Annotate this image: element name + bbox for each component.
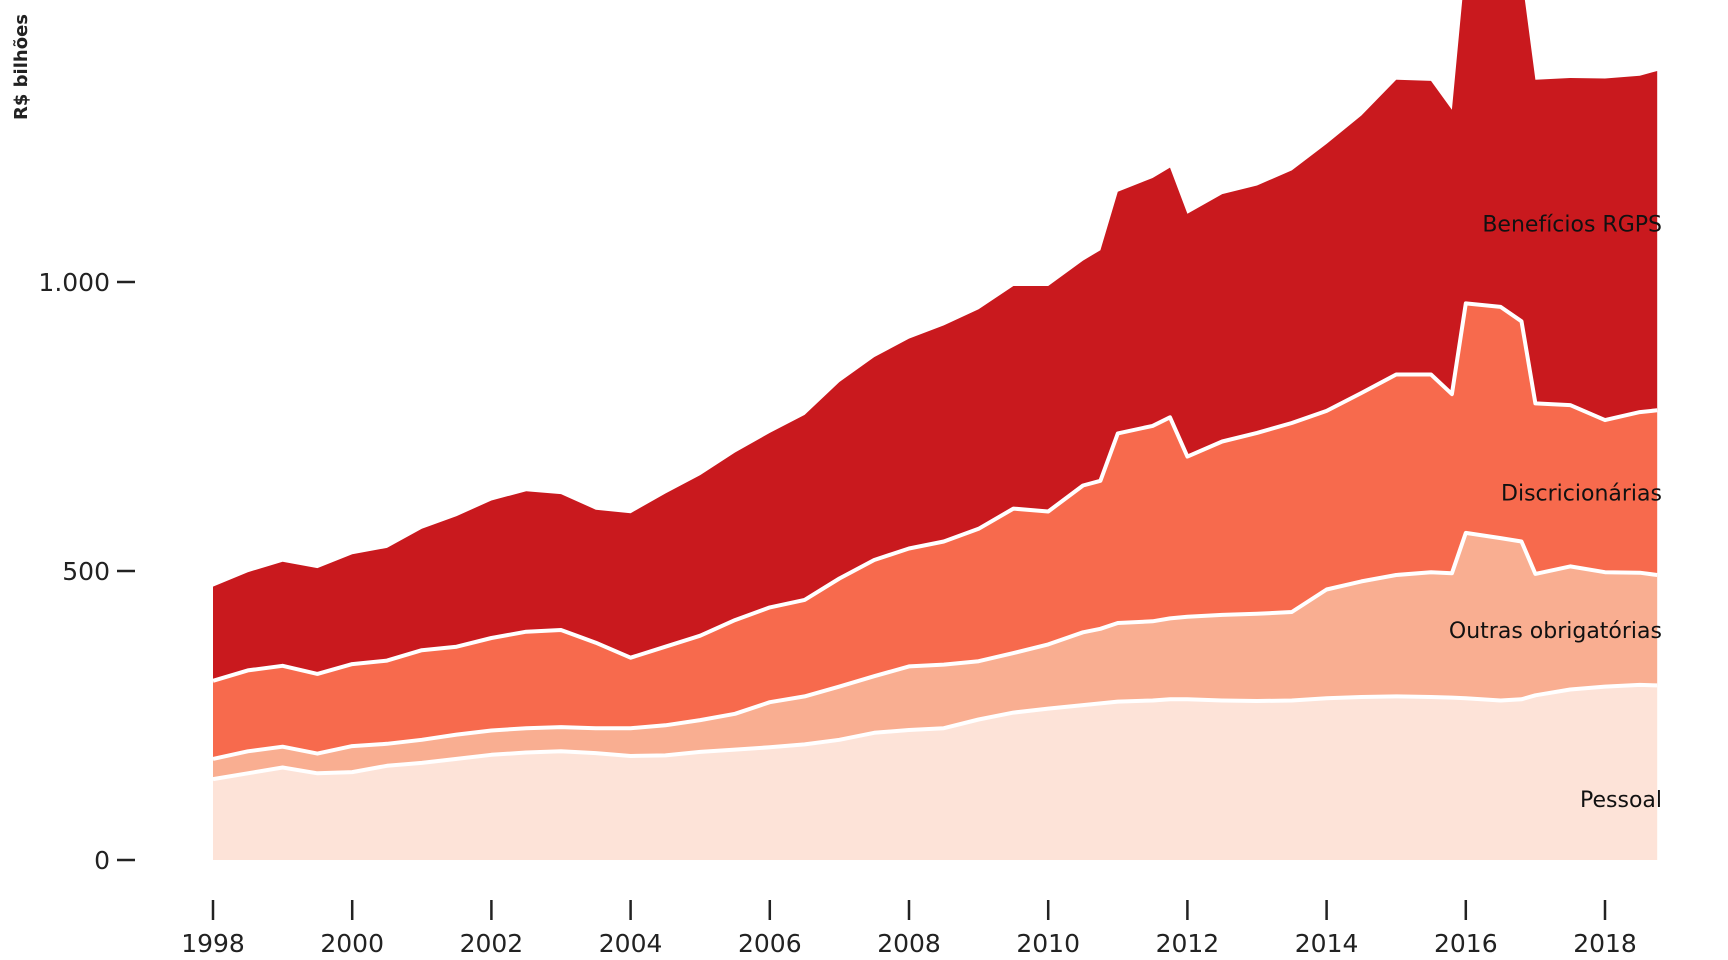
chart-areas: [213, 0, 1658, 860]
x-tick-label: 2002: [460, 929, 524, 958]
y-tick-label: 1.000: [38, 268, 110, 297]
area-benef-cios-rgps: [213, 0, 1658, 681]
x-tick-label: 2014: [1295, 929, 1359, 958]
x-tick-label: 2018: [1573, 929, 1637, 958]
x-tick-label: 2016: [1434, 929, 1498, 958]
x-tick-label: 1998: [181, 929, 245, 958]
series-label: Discricionárias: [1501, 482, 1662, 507]
series-labels: Pessoal Outras obrigatórias Discricionária…: [1449, 213, 1662, 813]
x-tick-label: 2012: [1156, 929, 1220, 958]
x-tick-label: 2000: [320, 929, 384, 958]
x-tick-label: 2010: [1016, 929, 1080, 958]
y-axis-title: R$ bilhões: [11, 14, 32, 120]
x-tick-label: 2006: [738, 929, 802, 958]
band-boundary: [212, 682, 1658, 782]
band-boundary: [212, 301, 1658, 683]
series-label: Benefícios RGPS: [1482, 213, 1662, 238]
area-outras-obrigat-rias: [213, 532, 1658, 780]
band-boundary: [212, 530, 1658, 761]
series-label: Pessoal: [1580, 788, 1662, 813]
chart-boundaries: [212, 301, 1658, 782]
x-tick-label: 2008: [877, 929, 941, 958]
x-tick-label: 2004: [599, 929, 663, 958]
x-axis: 1998 2000 2002 2004 2006 2008 2010 2012 2014 2016…: [181, 900, 1637, 958]
series-label: Outras obrigatórias: [1449, 619, 1662, 644]
area-discricion-rias: [213, 303, 1658, 759]
y-tick-label: 500: [62, 557, 110, 586]
y-tick-label: 0: [94, 846, 110, 875]
area-pessoal: [213, 684, 1658, 860]
y-axis: 0 500 1.000: [38, 268, 135, 875]
